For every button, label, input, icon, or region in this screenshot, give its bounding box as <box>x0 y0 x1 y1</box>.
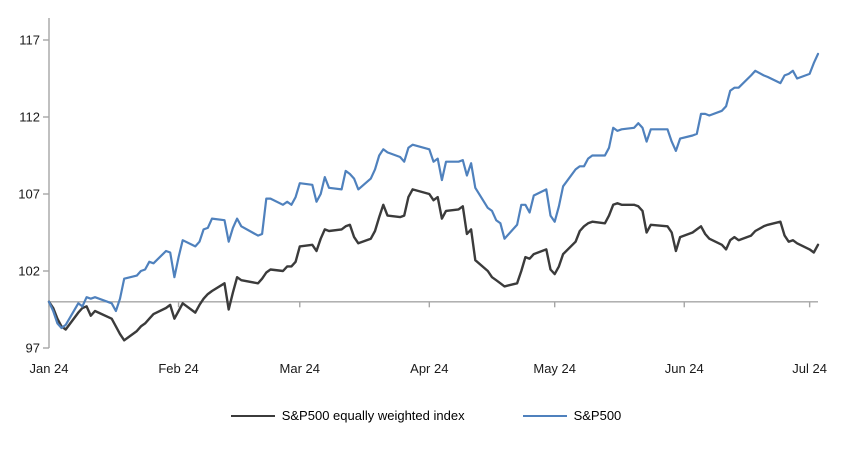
y-axis-label: 102 <box>18 264 40 279</box>
x-axis-label: Feb 24 <box>158 361 198 376</box>
series-line-equal-weight <box>47 188 820 342</box>
y-axis-label: 107 <box>18 187 40 202</box>
x-axis-label: Jan 24 <box>29 361 68 376</box>
series-line-sp500 <box>47 52 820 330</box>
x-axis-label: May 24 <box>533 361 576 376</box>
y-axis-label: 112 <box>19 110 40 125</box>
y-axis-label: 117 <box>19 33 40 48</box>
legend-label-sp500: S&P500 <box>573 408 622 423</box>
x-axis-label: Apr 24 <box>410 361 448 376</box>
equal-weight-line-swatch <box>230 414 275 417</box>
x-axis-label: Jul 24 <box>792 361 827 376</box>
x-axis-label: Jun 24 <box>665 361 704 376</box>
chart-legend: S&P500 equally weighted index S&P500 <box>0 408 852 423</box>
legend-item-equal-weight: S&P500 equally weighted index <box>230 408 465 423</box>
legend-item-sp500: S&P500 <box>522 408 622 423</box>
y-axis-label: 97 <box>26 341 40 356</box>
legend-label-equal-weight: S&P500 equally weighted index <box>281 408 465 423</box>
x-axis-label: Mar 24 <box>280 361 320 376</box>
sp500-line-swatch <box>522 414 567 417</box>
